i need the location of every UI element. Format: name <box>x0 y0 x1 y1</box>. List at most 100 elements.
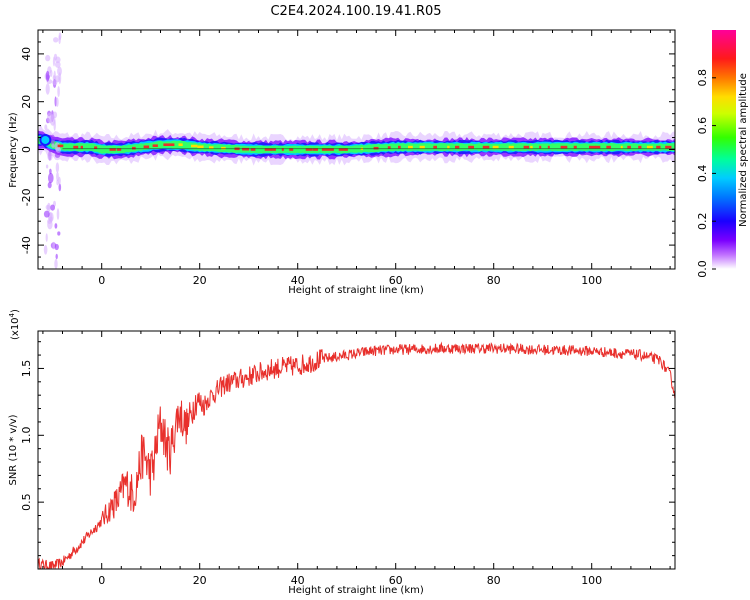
spectrum-peak <box>143 145 150 149</box>
spectrum-peak <box>508 145 514 149</box>
spectrum-peak <box>468 145 474 149</box>
spectrum-peak <box>606 145 611 149</box>
spectrum-speckle <box>52 241 56 250</box>
spectrum-speckle <box>55 253 58 260</box>
colorbar-gradient <box>712 30 736 269</box>
spectrum-peak <box>620 145 623 149</box>
spectrum-speckle <box>45 164 49 169</box>
spectrum-peak <box>242 147 250 151</box>
x-tick-label: 0 <box>98 274 105 287</box>
spectrum-speckle <box>43 245 48 255</box>
spectrum-speckle <box>57 231 61 236</box>
spectrum-speckle <box>51 143 55 148</box>
spectrum-peak <box>57 144 64 148</box>
spectrum-speckle <box>45 54 51 62</box>
spectrum-start-blob <box>39 133 52 146</box>
spectrum-peak <box>627 145 631 149</box>
spectrum-speckle <box>56 171 59 182</box>
y-tick-label: 0 <box>20 146 33 153</box>
spectrogram-x-label: Height of straight line (km) <box>288 285 424 296</box>
x-tick-label: 40 <box>291 274 305 287</box>
spectrum-peak <box>338 148 346 151</box>
spectrum-speckle <box>43 210 50 218</box>
spectrum-speckle <box>50 204 55 211</box>
spectrum-speckle <box>54 258 58 269</box>
spectrum-speckle <box>54 223 58 229</box>
spectrum-peak <box>433 145 437 149</box>
spectrum-peak <box>482 145 490 149</box>
snr-y-ticks: 0.5 1.0 1.5 <box>20 341 675 557</box>
spectrum-peak <box>305 148 313 151</box>
spectrum-speckle <box>49 168 52 175</box>
spectrum-peak <box>665 145 672 149</box>
spectrum-peak <box>328 148 334 151</box>
spectrum-peak <box>523 145 530 149</box>
spectrum-peak <box>191 144 198 148</box>
x-tick-label: 100 <box>581 274 602 287</box>
spectrum-speckle <box>56 208 60 220</box>
spectrum-peak <box>455 145 460 149</box>
spectrum-peak <box>152 144 158 147</box>
x-tick-label: 20 <box>193 574 207 587</box>
y-tick-label: 20 <box>20 95 33 109</box>
spectrum-peak <box>345 148 348 151</box>
x-tick-label: 60 <box>389 574 403 587</box>
spectrum-peak <box>547 145 550 149</box>
spectrum-peak <box>178 143 183 146</box>
spectrum-speckle <box>45 204 51 210</box>
colorbar-tick-label: 0.2 <box>696 212 709 230</box>
y-tick-label: 1.5 <box>20 360 33 378</box>
spectrum-peak <box>589 145 596 149</box>
spectrum-peak <box>209 146 214 149</box>
spectrum-peak <box>116 148 122 151</box>
spectrum-speckle <box>48 172 54 184</box>
spectrum-peak <box>289 148 294 151</box>
spectrum-peak <box>312 148 318 151</box>
colorbar-tick-label: 0.8 <box>696 69 709 87</box>
spectrum-speckle <box>52 79 58 86</box>
spectrum-peak <box>281 148 284 151</box>
spectrum-peak <box>492 145 499 149</box>
x-tick-label: 40 <box>291 574 305 587</box>
spectrum-speckle <box>52 75 56 81</box>
spectrum-peak <box>408 145 413 149</box>
spectrum-peak <box>264 148 272 151</box>
snr-series-line <box>38 341 675 569</box>
spectrum-peak <box>656 145 661 149</box>
spectrum-peak <box>447 145 450 149</box>
spectrum-speckle <box>50 114 56 126</box>
y-tick-label: -20 <box>20 188 33 206</box>
spectrum-peak <box>373 146 379 150</box>
spectrum-speckle <box>55 97 59 107</box>
colorbar-label: Normalized spectral amplitude <box>738 73 749 227</box>
spectrum-peak <box>646 145 653 149</box>
spectrum-peak <box>595 145 601 149</box>
spectrum-speckle <box>57 66 62 76</box>
spectrum-peak <box>221 146 226 150</box>
spectrogram-x-ticks: 0 20 40 60 80 100 <box>42 30 671 287</box>
spectrum-speckle <box>53 53 58 61</box>
snr-x-label: Height of straight line (km) <box>288 585 424 596</box>
spectrum-speckle <box>44 124 48 131</box>
spectrum-peak <box>573 145 577 149</box>
spectrum-speckle <box>45 83 50 95</box>
spectrum-speckle <box>55 61 61 68</box>
spectrum-speckle <box>50 134 56 145</box>
x-tick-label: 0 <box>98 574 105 587</box>
spectrum-peak <box>132 146 136 150</box>
colorbar: 0.0 0.2 0.4 0.6 0.8 Normalized spectral ampl… <box>696 30 749 278</box>
spectrum-peak <box>270 148 276 151</box>
spectrum-peak <box>197 145 204 149</box>
snr-x-ticks: 0 20 40 60 80 100 <box>42 331 671 587</box>
spectrum-peak <box>250 148 256 151</box>
spectrogram-y-ticks: -40 -20 0 20 40 <box>20 29 675 270</box>
spectrum-speckle <box>58 35 61 45</box>
spectrum-peak <box>170 143 175 146</box>
spectrum-peak <box>638 145 642 149</box>
x-tick-label: 80 <box>487 274 501 287</box>
spectrogram-y-label: Frequency (Hz) <box>8 112 19 188</box>
spectrum-peak <box>419 145 425 149</box>
colorbar-tick-label: 0.6 <box>696 117 709 135</box>
spectrum-peak <box>321 148 328 151</box>
